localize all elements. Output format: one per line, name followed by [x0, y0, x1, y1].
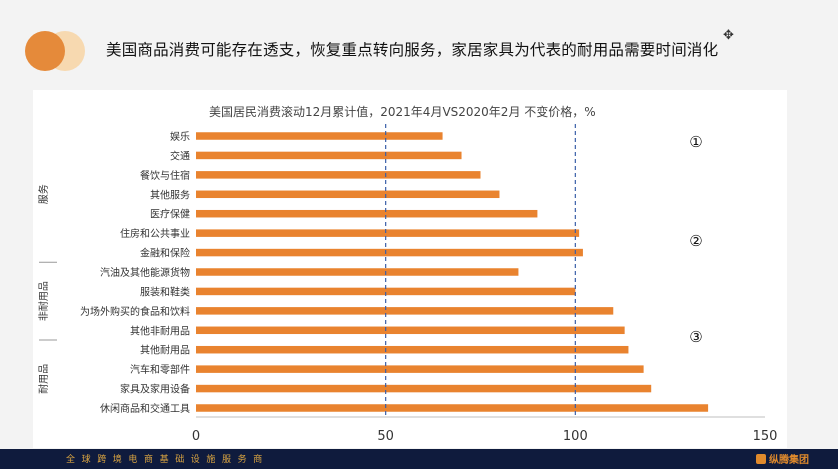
- footer-slogan: 全球跨境电商基础设施服务商: [66, 455, 269, 465]
- bar: [196, 404, 709, 412]
- bar-chart: 美国居民消费滚动12月累计值，2021年4月VS2020年2月 不变价格，% 娱乐…: [37, 104, 778, 444]
- category-label: 为场外购买的食品和饮料: [80, 305, 190, 318]
- footer-logo-text: 纵腾集团: [769, 455, 809, 466]
- category-label: 汽油及其他能源货物: [100, 266, 190, 279]
- bar: [196, 209, 538, 218]
- move-cursor-icon: ✥: [723, 28, 734, 43]
- category-label: 金融和保险: [140, 247, 190, 260]
- x-tick-label: 100: [563, 429, 588, 444]
- category-label: 其他非耐用品: [130, 324, 190, 337]
- x-tick-label: 150: [753, 429, 778, 444]
- annotation-marker: ③: [689, 328, 702, 346]
- category-label: 交通: [170, 149, 190, 162]
- category-label: 汽车和零部件: [130, 363, 190, 376]
- category-label: 服装和鞋类: [140, 285, 190, 298]
- bar: [196, 384, 652, 393]
- x-tick-label: 50: [377, 429, 394, 444]
- category-label: 家具及家用设备: [120, 383, 190, 396]
- company-logo-icon: [756, 454, 766, 464]
- category-label: 娱乐: [170, 130, 190, 143]
- group-label: 耐用品: [37, 364, 50, 394]
- category-label: 休闲商品和交通工具: [100, 402, 190, 415]
- bar: [196, 190, 500, 199]
- bar: [196, 171, 481, 179]
- bar: [196, 365, 644, 373]
- bar: [196, 307, 614, 315]
- group-label: 服务: [37, 184, 50, 204]
- annotation-marker: ②: [689, 232, 702, 250]
- bar: [196, 268, 519, 276]
- bar: [196, 345, 629, 354]
- group-label: 非耐用品: [37, 281, 50, 321]
- logo-circles: [25, 31, 85, 71]
- bar: [196, 326, 625, 335]
- chart-panel: 美国居民消费滚动12月累计值，2021年4月VS2020年2月 不变价格，% 娱乐…: [33, 90, 787, 448]
- category-label: 餐饮与住宿: [140, 169, 190, 182]
- bar: [196, 132, 443, 140]
- category-label: 医疗保健: [150, 208, 190, 221]
- slide-title: 美国商品消费可能存在透支，恢复重点转向服务，家居家具为代表的耐用品需要时间消化: [106, 41, 719, 59]
- annotation-marker: ①: [689, 133, 702, 151]
- chart-title: 美国居民消费滚动12月累计值，2021年4月VS2020年2月 不变价格，%: [209, 104, 596, 119]
- category-label: 其他服务: [150, 188, 190, 201]
- bar: [196, 248, 583, 257]
- category-label: 住房和公共事业: [120, 227, 190, 240]
- bar: [196, 287, 576, 296]
- category-label: 其他耐用品: [140, 344, 190, 357]
- footer-logo: 纵腾集团: [756, 451, 809, 466]
- bar: [196, 151, 462, 160]
- footer-bar: 全球跨境电商基础设施服务商 纵腾集团: [0, 449, 838, 469]
- bar: [196, 229, 580, 237]
- x-tick-label: 0: [192, 429, 200, 444]
